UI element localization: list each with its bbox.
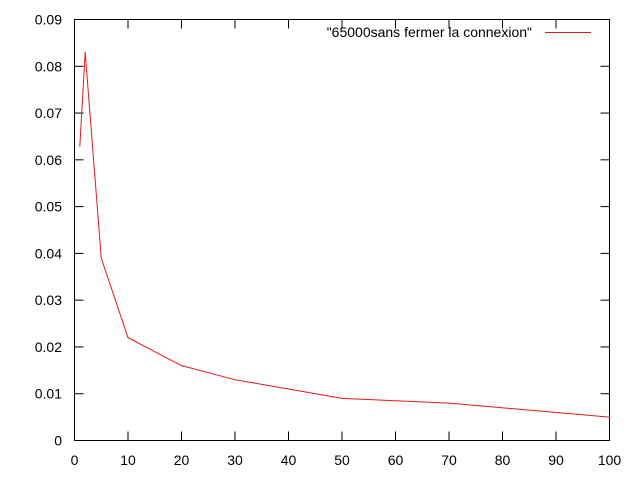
axis-ticks [74,19,610,441]
series-layer [79,51,611,418]
data-point [448,402,450,404]
y-tick-label: 0.07 [35,105,62,121]
y-tick-label: 0.06 [35,152,62,168]
y-tick-label: 0.09 [35,12,62,28]
y-tick-label: 0.02 [35,339,62,355]
x-tick-label: 80 [495,452,511,468]
x-tick-label: 60 [388,452,404,468]
data-point [127,336,129,339]
legend-label: "65000sans fermer la connexion" [327,24,532,40]
data-point [287,388,290,390]
y-tick-label: 0.01 [35,386,62,402]
series-line [79,52,610,418]
x-tick-label: 90 [548,452,564,468]
x-tick-label: 70 [441,452,457,468]
data-point [234,379,236,381]
y-tick-label: 0.03 [35,292,62,308]
data-point [79,145,81,147]
legend: "65000sans fermer la connexion" [327,24,591,40]
data-point [608,416,611,418]
data-point [84,51,86,53]
x-tick-label: 30 [227,452,243,468]
axis-tick-labels: 0 10 20 30 40 50 60 70 80 90 100 0 0.01 0.02 0.03 0.04 0… [35,12,622,469]
x-tick-label: 100 [598,452,622,468]
x-tick-label: 0 [71,452,79,468]
x-tick-label: 50 [334,452,350,468]
x-tick-label: 40 [281,452,297,468]
y-tick-label: 0 [54,433,62,449]
plot-frame [74,19,610,441]
data-point [341,397,343,399]
y-tick-label: 0.04 [35,245,62,261]
y-tick-label: 0.08 [35,58,62,74]
x-tick-label: 20 [174,452,190,468]
data-point [100,257,102,259]
x-tick-label: 10 [120,452,136,468]
y-tick-label: 0.05 [35,199,62,215]
data-point [180,365,183,367]
